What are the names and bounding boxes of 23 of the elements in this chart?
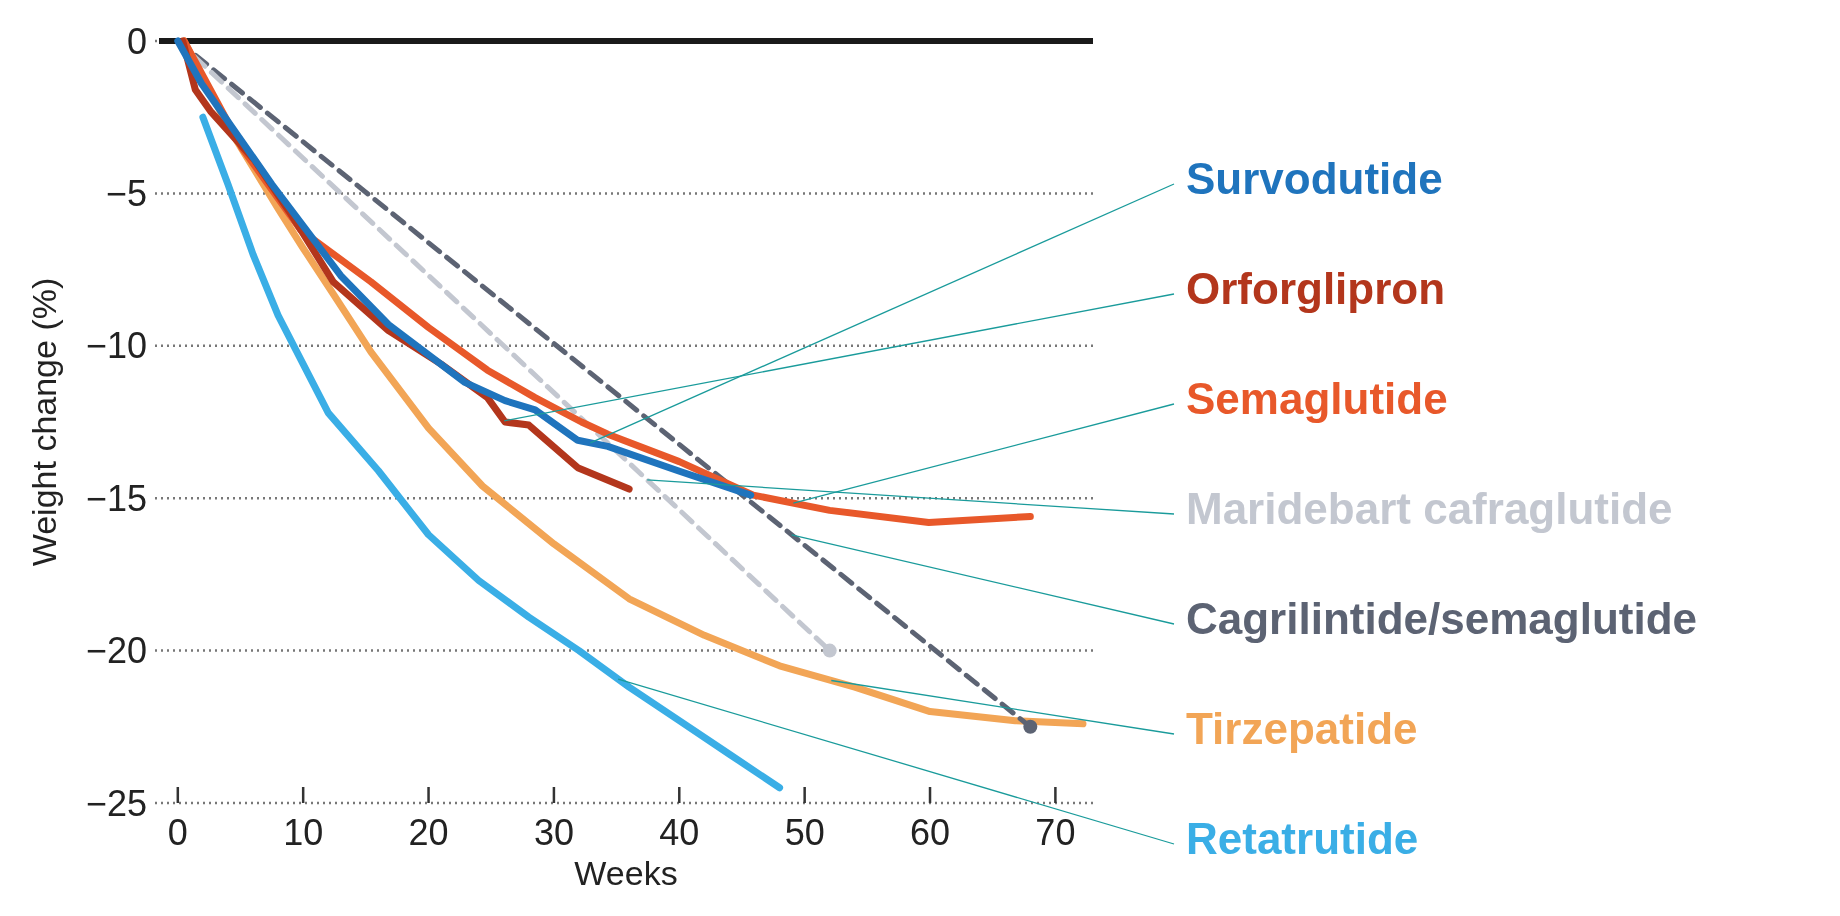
text: Retatrutide — [1186, 814, 1419, 863]
y-tick-label: −5 — [105, 173, 147, 214]
text: Orforglipron — [1186, 264, 1446, 313]
y-axis-title: Weight change (%) — [25, 277, 63, 567]
text: Cagrilintide/semaglutide — [1186, 594, 1697, 643]
text: Tirzepatide — [1186, 704, 1418, 753]
x-tick-label: 0 — [167, 812, 188, 853]
y-tick-label: −20 — [85, 630, 147, 672]
x-tick-label: 40 — [659, 812, 700, 853]
x-tick-label: 60 — [910, 812, 951, 853]
y-tick-label: 0 — [126, 20, 147, 62]
y-tick-label: −15 — [85, 477, 147, 519]
y-tick-label: −10 — [85, 325, 147, 367]
y-tick-label: −25 — [85, 782, 147, 824]
x-tick-label: 70 — [1035, 812, 1076, 853]
x-axis-title: Weeks — [574, 854, 678, 892]
x-tick-label: 50 — [784, 812, 825, 853]
text: Semaglutide — [1186, 374, 1448, 423]
x-tick-label: 30 — [533, 812, 574, 853]
text: Maridebart cafraglutide — [1186, 484, 1673, 533]
x-tick-label: 20 — [408, 812, 449, 853]
text: Survodutide — [1186, 154, 1443, 203]
x-tick-label: 10 — [283, 812, 324, 853]
